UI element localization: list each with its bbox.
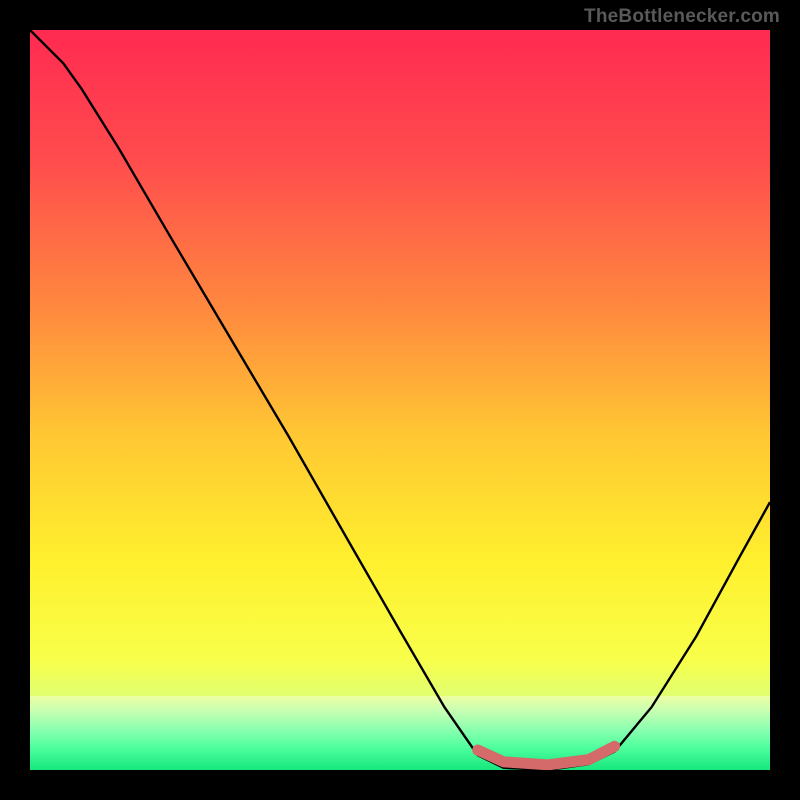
watermark-text: TheBottlenecker.com (584, 6, 780, 28)
bottleneck-curve (30, 30, 770, 770)
curve-path (30, 30, 770, 770)
image-root: TheBottlenecker.com (0, 0, 800, 800)
plot-area (30, 30, 770, 770)
